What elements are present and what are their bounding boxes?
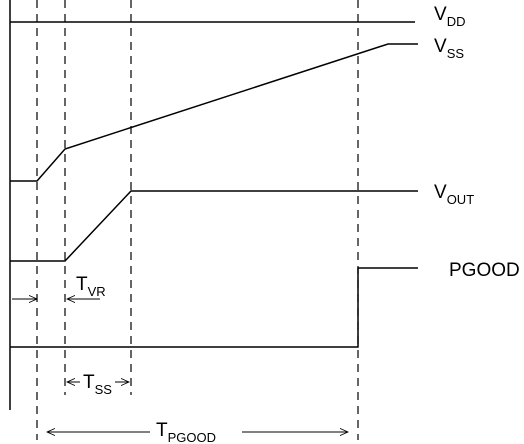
vout-waveform: [10, 190, 418, 262]
tpgood-label: TPGOOD: [156, 420, 216, 444]
vss-waveform: [10, 43, 418, 182]
vout-label: VOUT: [434, 182, 474, 207]
vdd-label: VDD: [434, 4, 465, 29]
vss-label: VSS: [434, 36, 464, 61]
tss-label: TSS: [83, 372, 112, 397]
pgood-label: PGOOD: [449, 260, 520, 281]
pgood-waveform: [10, 267, 418, 348]
tvr-label: TVR: [76, 274, 106, 299]
timing-markers: [36, 0, 359, 440]
